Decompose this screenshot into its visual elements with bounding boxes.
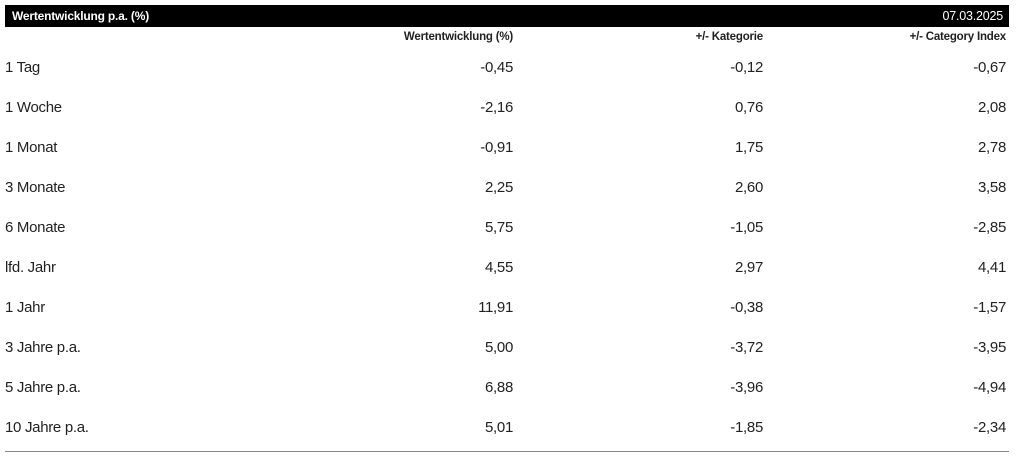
panel-title: Wertentwicklung p.a. (%) [12,9,149,23]
panel-header: Wertentwicklung p.a. (%) 07.03.2025 [5,5,1009,27]
row-period: 1 Jahr [5,298,45,316]
performance-panel: Wertentwicklung p.a. (%) 07.03.2025 Wert… [5,5,1009,452]
table-header-row: Wertentwicklung (%) +/- Kategorie +/- Ca… [5,27,1009,47]
row-vs-category: -1,85 [730,418,763,436]
row-vs-index: 3,58 [978,178,1006,196]
row-performance: 2,25 [485,178,513,196]
row-vs-index: -3,95 [973,338,1006,356]
table-row: 1 Tag -0,45 -0,12 -0,67 [5,47,1009,87]
row-period: 3 Jahre p.a. [5,338,81,356]
row-period: 1 Woche [5,98,62,116]
row-vs-category: 1,75 [735,138,763,156]
table-row: 5 Jahre p.a. 6,88 -3,96 -4,94 [5,367,1009,407]
row-performance: 5,75 [485,218,513,236]
row-performance: -0,91 [480,138,513,156]
row-vs-category: 2,60 [735,178,763,196]
row-period: 6 Monate [5,218,66,236]
row-vs-index: -2,34 [973,418,1006,436]
as-of-date: 07.03.2025 [942,9,1003,23]
column-header-vs-index: +/- Category Index [909,31,1007,43]
table-row: 6 Monate 5,75 -1,05 -2,85 [5,207,1009,247]
bottom-divider [5,451,1009,452]
table-row: 1 Woche -2,16 0,76 2,08 [5,87,1009,127]
row-performance: 5,01 [485,418,513,436]
row-vs-index: 2,78 [978,138,1006,156]
row-performance: 11,91 [478,298,513,316]
row-period: 1 Monat [5,138,58,156]
row-performance: -0,45 [480,58,513,76]
row-vs-index: -0,67 [973,58,1006,76]
row-period: lfd. Jahr [5,258,56,276]
row-period: 3 Monate [5,178,66,196]
row-performance: 6,88 [485,378,513,396]
row-vs-category: 0,76 [735,98,763,116]
row-performance: -2,16 [480,98,513,116]
row-vs-index: -1,57 [973,298,1006,316]
table-row: 1 Monat -0,91 1,75 2,78 [5,127,1009,167]
column-header-period [5,27,265,47]
row-period: 5 Jahre p.a. [5,378,81,396]
row-performance: 4,55 [485,258,513,276]
row-vs-index: -4,94 [973,378,1006,396]
row-period: 1 Tag [5,58,40,76]
row-vs-category: -3,72 [730,338,763,356]
performance-table: Wertentwicklung (%) +/- Kategorie +/- Ca… [5,27,1009,447]
row-vs-category: -3,96 [730,378,763,396]
column-header-performance: Wertentwicklung (%) [403,31,513,43]
row-vs-index: 4,41 [978,258,1006,276]
table-row: 10 Jahre p.a. 5,01 -1,85 -2,34 [5,407,1009,447]
table-row: lfd. Jahr 4,55 2,97 4,41 [5,247,1009,287]
table-row: 3 Jahre p.a. 5,00 -3,72 -3,95 [5,327,1009,367]
row-vs-category: 2,97 [735,258,763,276]
row-vs-index: 2,08 [978,98,1006,116]
row-vs-category: -0,38 [730,298,763,316]
row-vs-category: -1,05 [730,218,763,236]
row-period: 10 Jahre p.a. [5,418,89,436]
column-header-vs-category: +/- Kategorie [695,31,764,43]
row-performance: 5,00 [485,338,513,356]
table-row: 3 Monate 2,25 2,60 3,58 [5,167,1009,207]
table-row: 1 Jahr 11,91 -0,38 -1,57 [5,287,1009,327]
row-vs-index: -2,85 [973,218,1006,236]
row-vs-category: -0,12 [730,58,763,76]
